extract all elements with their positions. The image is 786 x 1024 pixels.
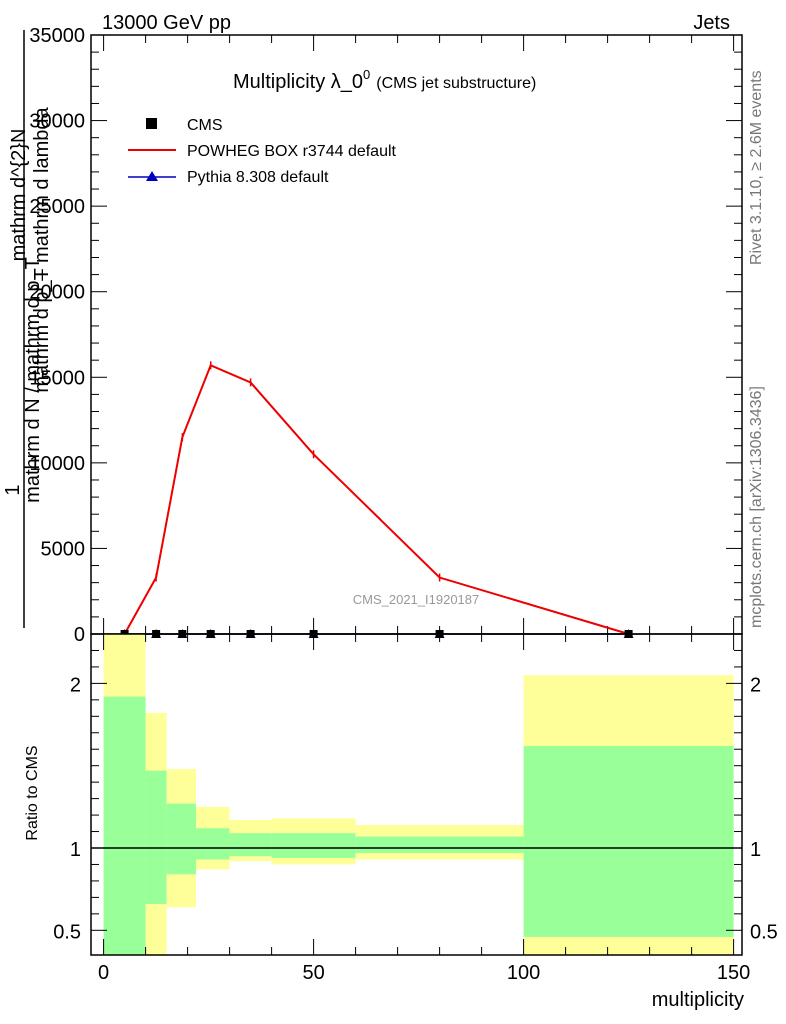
- ratio-band-inner: [271, 833, 356, 858]
- header-left: 13000 GeV pp: [102, 12, 231, 34]
- ratio-ytick-label: 1: [70, 839, 81, 861]
- analysis-watermark: CMS_2021_I1920187: [353, 592, 480, 607]
- main-y-label: 1 mathrm d N / mathrm d p_T mathrm d^{2}…: [2, 30, 53, 628]
- main-subtitle: (CMS jet substructure): [376, 75, 536, 92]
- legend-cms-label: CMS: [187, 117, 223, 134]
- ratio-band-inner: [145, 770, 167, 904]
- ratio-band-inner: [166, 803, 196, 875]
- main-ytick-label: 20000: [29, 282, 85, 304]
- main-ytick-label: 5000: [41, 538, 86, 560]
- legend-cms-marker: [146, 118, 157, 129]
- ylabel-numerator: 1: [2, 484, 24, 495]
- ratio-axis-ticks: 0.5 0.5 1 1 2 2 0 50 100 150: [53, 634, 778, 984]
- legend-powheg-label: POWHEG BOX r3744 default: [187, 143, 397, 160]
- ratio-band-inner: [523, 745, 734, 937]
- main-ytick-label: 0: [74, 624, 85, 646]
- xtick-label: 100: [507, 962, 540, 984]
- xtick-label: 150: [717, 962, 750, 984]
- ratio-ytick-label: 2: [70, 674, 81, 696]
- main-title: Multiplicity λ_00 (CMS jet substructure): [233, 67, 536, 93]
- main-axis-ticks: 0 5000 10000 15000 20000 25000 30000 35000: [29, 25, 742, 646]
- mcplots-label: mcplots.cern.ch [arXiv:1306.3436]: [748, 386, 765, 628]
- main-ytick-label: 10000: [29, 453, 85, 475]
- main-title-text: Multiplicity λ_0: [233, 71, 363, 93]
- main-ytick-label: 30000: [29, 111, 85, 133]
- ratio-bands-layer: [91, 634, 742, 955]
- main-ytick-label: 25000: [29, 196, 85, 218]
- ratio-ytick-label-right: 2: [750, 674, 761, 696]
- ratio-band-inner: [355, 836, 524, 853]
- x-axis-label: multiplicity: [652, 989, 744, 1011]
- ylabel-left: mathrm d N / mathrm d p_T: [22, 257, 44, 503]
- ratio-band-inner: [103, 696, 146, 955]
- header-right: Jets: [693, 12, 730, 34]
- main-title-superscript: 0: [363, 67, 370, 82]
- xtick-label: 0: [98, 962, 109, 984]
- ratio-ytick-label: 0.5: [53, 921, 81, 943]
- legend: CMS POWHEG BOX r3744 default Pythia 8.30…: [128, 117, 397, 186]
- ratio-y-label: Ratio to CMS: [24, 745, 41, 840]
- main-ytick-label: 15000: [29, 367, 85, 389]
- powheg-line: [123, 363, 629, 635]
- ratio-ytick-label-right: 0.5: [750, 921, 778, 943]
- ratio-plot-frame: [90, 633, 743, 956]
- ylabel-top: mathrm d^{2}N: [8, 129, 30, 262]
- xtick-label: 50: [302, 962, 324, 984]
- ratio-band-inner: [196, 828, 230, 860]
- ratio-band-inner: [229, 833, 272, 857]
- ylabel-bottom: mathrm d p_T mathrm d lambda: [31, 106, 53, 392]
- legend-pythia-marker: [146, 171, 158, 181]
- main-ytick-label: 35000: [29, 25, 85, 47]
- ratio-ytick-label-right: 1: [750, 839, 761, 861]
- rivet-label: Rivet 3.1.10, ≥ 2.6M events: [748, 70, 765, 265]
- legend-pythia-label: Pythia 8.308 default: [187, 169, 329, 186]
